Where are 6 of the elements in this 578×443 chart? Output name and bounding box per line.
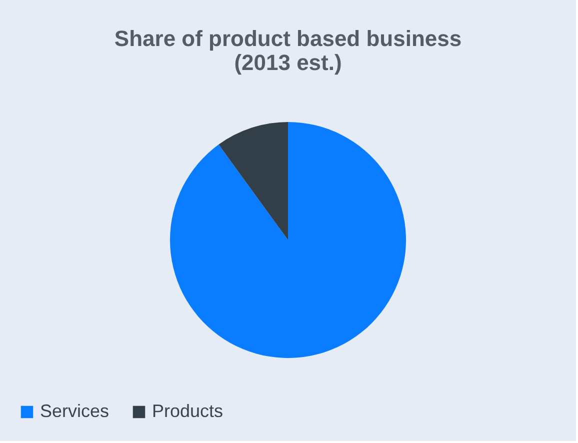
pie-slice [218, 122, 288, 240]
pie-slice [170, 122, 406, 358]
text: (2013 est.) [234, 50, 342, 75]
legend-label: Products [152, 401, 224, 421]
text: Share of product based business [114, 26, 462, 51]
legend-label: Services [40, 401, 110, 421]
